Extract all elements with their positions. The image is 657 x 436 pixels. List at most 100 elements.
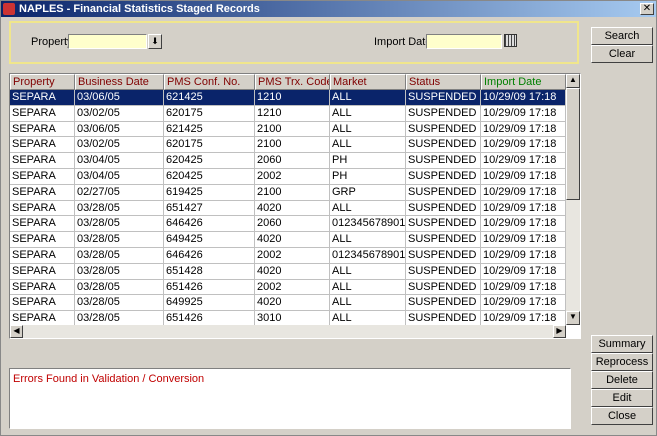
table-cell[interactable]: 10/29/09 17:18 bbox=[481, 232, 566, 248]
button[interactable]: Clear bbox=[591, 45, 653, 63]
table-cell[interactable]: 4020 bbox=[255, 263, 330, 280]
vertical-scrollbar[interactable]: ▲ ▼ bbox=[566, 74, 580, 325]
table-cell[interactable]: 646426 bbox=[164, 216, 255, 233]
table-cell[interactable]: 03/04/05 bbox=[75, 169, 164, 185]
table-cell[interactable]: 10/29/09 17:18 bbox=[481, 263, 566, 280]
table-cell[interactable]: 2060 bbox=[255, 153, 330, 169]
table-cell[interactable]: ALL bbox=[330, 137, 406, 154]
table-cell[interactable]: SUSPENDED bbox=[406, 90, 481, 106]
table-cell[interactable]: SUSPENDED bbox=[406, 184, 481, 201]
table-cell[interactable]: ALL bbox=[330, 90, 406, 106]
table-cell[interactable]: 2002 bbox=[255, 279, 330, 296]
import-date-input[interactable] bbox=[426, 34, 502, 49]
table-cell[interactable]: 620175 bbox=[164, 105, 255, 122]
button[interactable]: Delete bbox=[591, 371, 653, 389]
table-cell[interactable]: SUSPENDED bbox=[406, 216, 481, 233]
table-cell[interactable]: 4020 bbox=[255, 295, 330, 312]
table-cell[interactable]: 2100 bbox=[255, 137, 330, 154]
table-cell[interactable]: SUSPENDED bbox=[406, 105, 481, 122]
table-cell[interactable]: 10/29/09 17:18 bbox=[481, 279, 566, 296]
table-cell[interactable]: 10/29/09 17:18 bbox=[481, 216, 566, 233]
table-cell[interactable]: SEPARA bbox=[10, 105, 75, 122]
column-header[interactable]: Import Date bbox=[481, 74, 566, 90]
table-cell[interactable]: SEPARA bbox=[10, 295, 75, 312]
table-cell[interactable]: 10/29/09 17:18 bbox=[481, 295, 566, 312]
table-cell[interactable]: 03/02/05 bbox=[75, 105, 164, 122]
table-cell[interactable]: SEPARA bbox=[10, 121, 75, 138]
table-cell[interactable]: SEPARA bbox=[10, 200, 75, 217]
table-cell[interactable]: SUSPENDED bbox=[406, 153, 481, 169]
table-cell[interactable]: SEPARA bbox=[10, 263, 75, 280]
table-cell[interactable]: SUSPENDED bbox=[406, 169, 481, 185]
table-cell[interactable]: 10/29/09 17:18 bbox=[481, 200, 566, 217]
table-cell[interactable]: 619425 bbox=[164, 184, 255, 201]
property-input[interactable] bbox=[68, 34, 147, 49]
table-cell[interactable]: 10/29/09 17:18 bbox=[481, 153, 566, 169]
table-cell[interactable]: SUSPENDED bbox=[406, 279, 481, 296]
column-header[interactable]: Business Date bbox=[75, 74, 164, 90]
button[interactable]: Search bbox=[591, 27, 653, 45]
table-cell[interactable]: SEPARA bbox=[10, 90, 75, 106]
column-header[interactable]: Property bbox=[10, 74, 75, 90]
button[interactable]: Reprocess bbox=[591, 353, 653, 371]
column-header[interactable]: PMS Trx. Code bbox=[255, 74, 330, 90]
table-cell[interactable]: 03/28/05 bbox=[75, 200, 164, 217]
table-cell[interactable]: 03/28/05 bbox=[75, 216, 164, 233]
table-cell[interactable]: SUSPENDED bbox=[406, 263, 481, 280]
table-cell[interactable]: 03/28/05 bbox=[75, 232, 164, 248]
table-cell[interactable]: SEPARA bbox=[10, 137, 75, 154]
table-cell[interactable]: SUSPENDED bbox=[406, 232, 481, 248]
table-cell[interactable]: 03/02/05 bbox=[75, 137, 164, 154]
horizontal-scrollbar[interactable]: ◀ ▶ bbox=[10, 325, 566, 338]
table-cell[interactable]: 03/28/05 bbox=[75, 248, 164, 264]
table-cell[interactable]: 10/29/09 17:18 bbox=[481, 121, 566, 138]
table-cell[interactable]: 03/28/05 bbox=[75, 295, 164, 312]
scroll-right[interactable]: ▶ bbox=[553, 325, 566, 338]
table-cell[interactable]: SEPARA bbox=[10, 248, 75, 264]
table-cell[interactable]: 2002 bbox=[255, 169, 330, 185]
table-cell[interactable]: 4020 bbox=[255, 232, 330, 248]
table-cell[interactable]: SUSPENDED bbox=[406, 121, 481, 138]
table-cell[interactable]: 01234567890123 bbox=[330, 248, 406, 264]
scroll-up[interactable]: ▲ bbox=[566, 74, 580, 88]
table-cell[interactable]: 621425 bbox=[164, 90, 255, 106]
table-cell[interactable]: SEPARA bbox=[10, 184, 75, 201]
table-cell[interactable]: GRP bbox=[330, 184, 406, 201]
table-cell[interactable]: 649425 bbox=[164, 232, 255, 248]
table-cell[interactable]: 2100 bbox=[255, 121, 330, 138]
table-cell[interactable]: ALL bbox=[330, 121, 406, 138]
table-cell[interactable]: 02/27/05 bbox=[75, 184, 164, 201]
table-cell[interactable]: 2060 bbox=[255, 216, 330, 233]
table-cell[interactable]: 10/29/09 17:18 bbox=[481, 184, 566, 201]
table-cell[interactable]: 649925 bbox=[164, 295, 255, 312]
table-cell[interactable]: SUSPENDED bbox=[406, 295, 481, 312]
table-cell[interactable]: 1210 bbox=[255, 90, 330, 106]
table-cell[interactable]: ALL bbox=[330, 279, 406, 296]
table-cell[interactable]: 03/28/05 bbox=[75, 263, 164, 280]
table-cell[interactable]: 651427 bbox=[164, 200, 255, 217]
table-cell[interactable]: ALL bbox=[330, 263, 406, 280]
table-cell[interactable]: 646426 bbox=[164, 248, 255, 264]
table-cell[interactable]: 2002 bbox=[255, 248, 330, 264]
table-cell[interactable]: 10/29/09 17:18 bbox=[481, 248, 566, 264]
table-cell[interactable]: 03/28/05 bbox=[75, 311, 164, 327]
table-cell[interactable]: 2100 bbox=[255, 184, 330, 201]
table-cell[interactable]: SEPARA bbox=[10, 311, 75, 327]
table-cell[interactable]: 10/29/09 17:18 bbox=[481, 311, 566, 327]
property-dropdown[interactable]: ⬇ bbox=[148, 34, 162, 49]
table-cell[interactable]: SUSPENDED bbox=[406, 137, 481, 154]
table-cell[interactable]: 620425 bbox=[164, 153, 255, 169]
table-cell[interactable]: 651426 bbox=[164, 279, 255, 296]
table-cell[interactable]: 651428 bbox=[164, 263, 255, 280]
table-cell[interactable]: SEPARA bbox=[10, 232, 75, 248]
table-cell[interactable]: SEPARA bbox=[10, 153, 75, 169]
table-cell[interactable]: 620425 bbox=[164, 169, 255, 185]
table-cell[interactable]: 621425 bbox=[164, 121, 255, 138]
table-cell[interactable]: 1210 bbox=[255, 105, 330, 122]
column-header[interactable]: PMS Conf. No. bbox=[164, 74, 255, 90]
table-cell[interactable]: 03/28/05 bbox=[75, 279, 164, 296]
table-cell[interactable]: ALL bbox=[330, 295, 406, 312]
scroll-thumb[interactable] bbox=[566, 88, 580, 200]
table-cell[interactable]: 03/06/05 bbox=[75, 121, 164, 138]
table-cell[interactable]: 10/29/09 17:18 bbox=[481, 137, 566, 154]
